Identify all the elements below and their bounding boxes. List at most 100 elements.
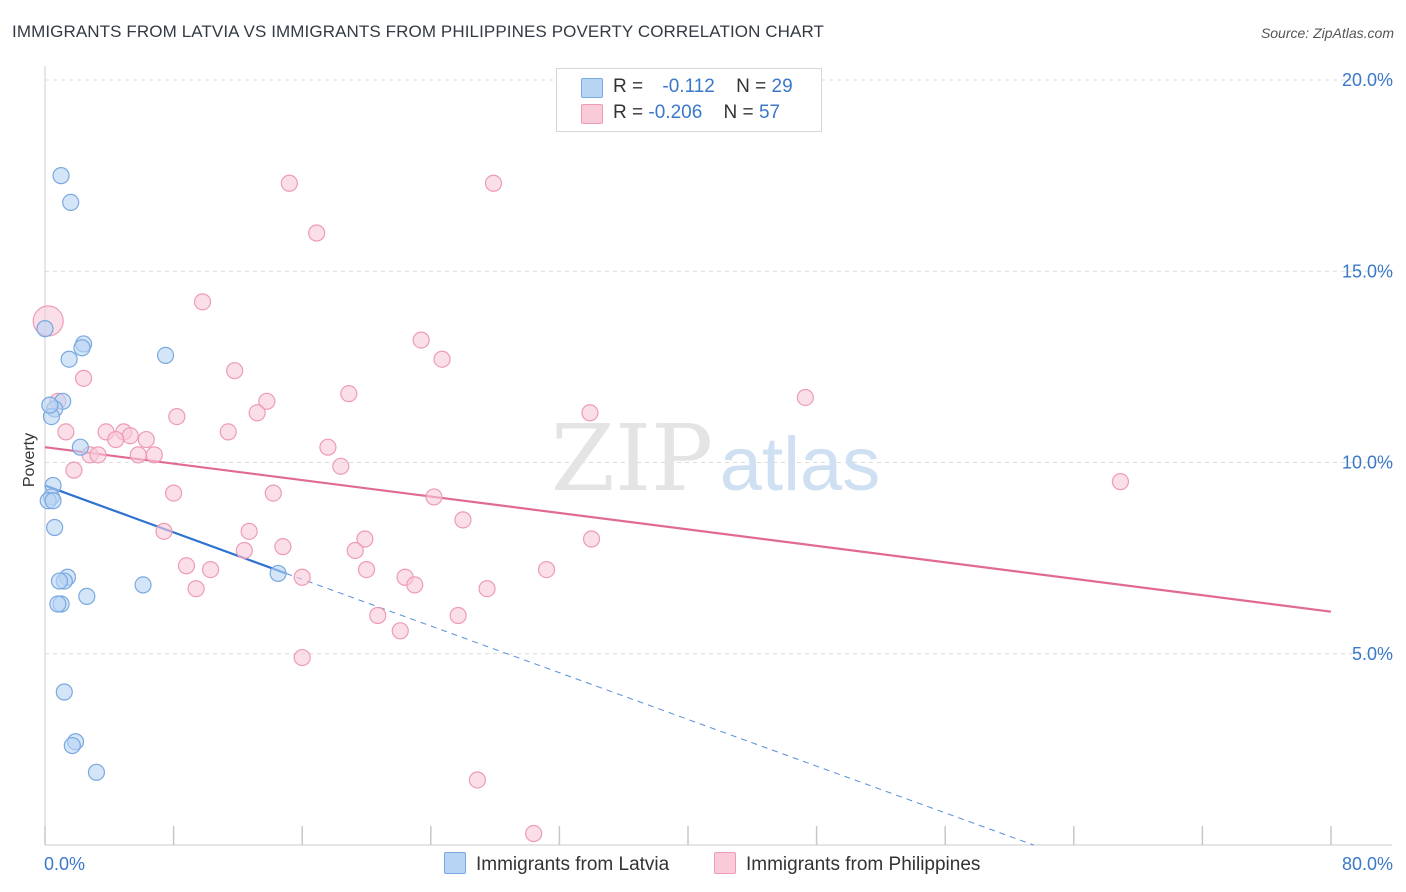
bottom-legend-swatch-latvia (444, 852, 466, 874)
data-point-philippines (582, 530, 601, 548)
y-tick-label: 15.0% (1342, 261, 1393, 281)
data-point-philippines (121, 427, 139, 445)
data-point-latvia (36, 320, 54, 338)
data-point-philippines (155, 522, 173, 540)
gridlines (45, 79, 1392, 655)
data-point-latvia (44, 492, 62, 510)
bottom-legend-swatch-philippines (714, 852, 736, 874)
data-point-philippines (468, 771, 487, 789)
axes (44, 66, 1392, 846)
data-point-latvia (156, 346, 175, 364)
data-point-philippines (57, 423, 75, 441)
data-point-philippines (391, 622, 409, 640)
data-point-latvia (71, 438, 89, 456)
x-tick-label: 80.0% (1342, 854, 1393, 874)
legend-swatch-philippines (581, 104, 603, 124)
data-point-philippines (425, 488, 443, 506)
y-tick-label: 20.0% (1342, 70, 1393, 90)
data-point-philippines (356, 530, 374, 548)
legend-n-label: N = (736, 76, 767, 97)
legend-text-philippines: R = -0.206 N = 57 (613, 102, 780, 124)
data-point-philippines (65, 461, 83, 479)
data-point-latvia (269, 564, 287, 583)
trend-line-1 (44, 446, 1332, 613)
data-point-philippines (346, 541, 364, 560)
data-point-philippines (168, 408, 186, 426)
watermark: ZIP atlas (551, 405, 880, 512)
data-point-latvia (49, 595, 67, 613)
trend-extension-0 (285, 572, 1034, 846)
data-point-philippines (796, 388, 814, 407)
data-point-philippines (525, 824, 543, 843)
data-point-philippines (248, 404, 266, 422)
data-point-latvia (63, 736, 81, 755)
data-point-philippines (293, 568, 311, 586)
legend-n-value: 29 (771, 76, 793, 97)
data-point-philippines (240, 522, 258, 540)
data-point-philippines (484, 174, 503, 192)
legend-r-value: -0.206 (648, 102, 703, 123)
data-point-philippines (219, 423, 237, 441)
y-axis-label: Poverty (21, 433, 38, 487)
data-points (32, 167, 1130, 843)
tick-labels: 5.0% 10.0% 15.0% 20.0% 0.0% 80.0% (44, 70, 1393, 874)
data-point-philippines (165, 484, 183, 502)
data-point-latvia (41, 396, 59, 414)
data-point-latvia (46, 518, 64, 537)
bottom-legend-philippines: Immigrants from Philippines (714, 852, 980, 876)
legend-r-label: R = (613, 102, 644, 123)
bottom-legend-label-philippines: Immigrants from Philippines (746, 854, 981, 875)
legend-n-label: N = (723, 102, 754, 123)
data-point-philippines (187, 580, 205, 598)
data-point-philippines (293, 648, 311, 667)
data-point-latvia (55, 683, 73, 701)
legend-n-value: 57 (758, 102, 781, 123)
legend-swatch-latvia (581, 78, 603, 98)
data-point-philippines (280, 174, 298, 192)
data-point-philippines (89, 446, 107, 464)
data-point-latvia (78, 587, 96, 605)
data-point-latvia (87, 763, 106, 781)
data-point-philippines (412, 331, 430, 349)
chart-title: IMMIGRANTS FROM LATVIA VS IMMIGRANTS FRO… (12, 22, 825, 41)
data-point-philippines (319, 438, 337, 456)
data-point-philippines (449, 606, 467, 625)
y-tick-label: 10.0% (1342, 453, 1393, 473)
legend-r-value: -0.112 (662, 76, 715, 97)
data-point-philippines (340, 385, 358, 403)
data-point-latvia (50, 572, 69, 590)
watermark-zip: ZIP (551, 405, 713, 512)
data-point-philippines (1111, 473, 1130, 491)
data-point-philippines (258, 392, 276, 410)
watermark-atlas: atlas (720, 422, 881, 507)
data-point-philippines (193, 293, 212, 311)
source-label: Source: ZipAtlas.com (1260, 25, 1394, 41)
data-point-philippines (357, 560, 376, 579)
data-point-philippines (177, 557, 196, 575)
data-point-philippines (264, 484, 282, 502)
data-point-philippines (129, 446, 147, 464)
data-point-latvia (134, 576, 152, 594)
data-point-philippines (137, 430, 155, 449)
data-point-philippines (201, 560, 220, 579)
x-tick-label: 0.0% (44, 854, 85, 874)
data-point-philippines (274, 538, 292, 556)
data-point-latvia (73, 339, 91, 357)
data-point-philippines (433, 350, 451, 368)
data-point-philippines (406, 576, 424, 594)
data-point-philippines (145, 446, 163, 464)
data-point-philippines (478, 580, 496, 598)
data-point-philippines (581, 404, 599, 422)
data-point-philippines (74, 369, 93, 387)
y-tick-label: 5.0% (1352, 644, 1393, 664)
data-point-philippines (107, 430, 125, 449)
data-point-philippines (235, 541, 253, 560)
data-point-philippines (332, 457, 350, 475)
data-point-philippines (537, 560, 556, 579)
correlation-legend: R = -0.112 N = 29 R = -0.206 N = 57 (556, 68, 822, 132)
data-point-philippines (308, 224, 326, 242)
data-point-latvia (52, 167, 70, 185)
data-point-latvia (62, 193, 80, 211)
data-point-philippines (226, 362, 244, 380)
